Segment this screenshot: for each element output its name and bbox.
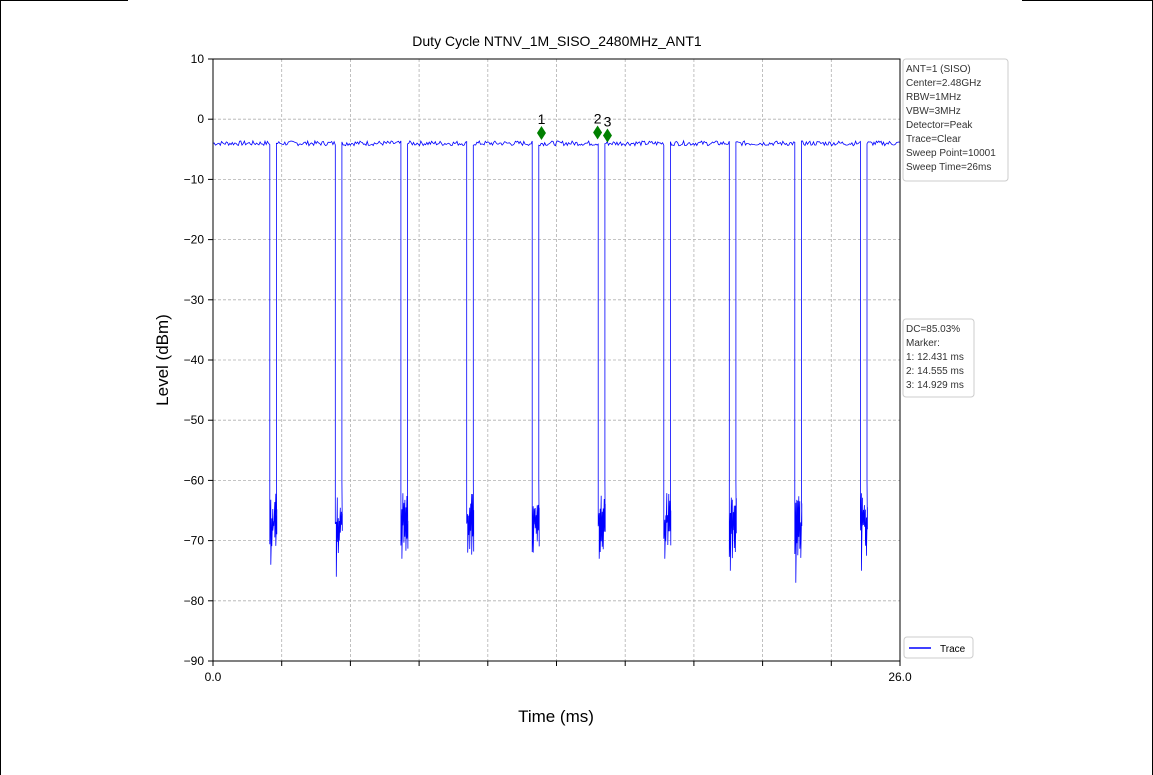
y-tick-label: −70 (184, 534, 205, 548)
y-tick-label: −50 (184, 413, 205, 427)
grid (212, 58, 901, 662)
info-line: 3: 14.929 ms (906, 380, 964, 391)
marker-diamond (602, 128, 612, 143)
y-axis-label: Level (dBm) (153, 314, 172, 406)
info-line: 2: 14.555 ms (906, 366, 964, 377)
y-axis: 10 0 −10 −20 −30 −40 −50 −60 −70 −80 −90 (184, 52, 213, 668)
trace-line (212, 139, 901, 583)
y-tick-label: 10 (191, 52, 205, 66)
info-line: Center=2.48GHz (906, 78, 981, 89)
y-tick-label: −20 (184, 233, 205, 247)
marker-label: 3 (604, 113, 612, 129)
y-tick-label: −90 (184, 654, 205, 668)
chart-title: Duty Cycle NTNV_1M_SISO_2480MHz_ANT1 (412, 33, 702, 49)
info-line: RBW=1MHz (906, 92, 961, 103)
marker-diamond (536, 126, 546, 141)
y-tick-label: −40 (184, 353, 205, 367)
trace-series (212, 139, 901, 583)
info-line: VBW=3MHz (906, 106, 961, 117)
y-tick-label: −30 (184, 293, 205, 307)
x-axis: 0.0 26.0 (205, 661, 912, 684)
info-line: 1: 12.431 ms (906, 352, 964, 363)
info-line: Marker: (906, 338, 940, 349)
marker-label: 2 (594, 110, 602, 126)
marker-info-box: DC=85.03% Marker: 1: 12.431 ms 2: 14.555… (902, 318, 975, 398)
info-line: Detector=Peak (906, 120, 973, 131)
x-axis-label: Time (ms) (518, 707, 594, 726)
marker-label: 1 (538, 111, 546, 127)
y-tick-label: −60 (184, 473, 205, 487)
y-tick-label: −80 (184, 594, 205, 608)
settings-info-box: ANT=1 (SISO) Center=2.48GHz RBW=1MHz VBW… (902, 58, 1009, 182)
marker-diamond (593, 125, 603, 140)
y-tick-label: 0 (197, 112, 204, 126)
info-line: Sweep Point=10001 (906, 148, 996, 159)
x-tick-label: 26.0 (888, 670, 912, 684)
info-line: Trace=Clear (906, 134, 962, 145)
info-line: DC=85.03% (906, 324, 960, 335)
legend: Trace (903, 636, 974, 659)
x-tick-label: 0.0 (205, 670, 222, 684)
y-tick-label: −10 (184, 172, 205, 186)
info-line: ANT=1 (SISO) (906, 64, 971, 75)
info-line: Sweep Time=26ms (906, 162, 991, 173)
legend-label-trace: Trace (940, 644, 966, 655)
